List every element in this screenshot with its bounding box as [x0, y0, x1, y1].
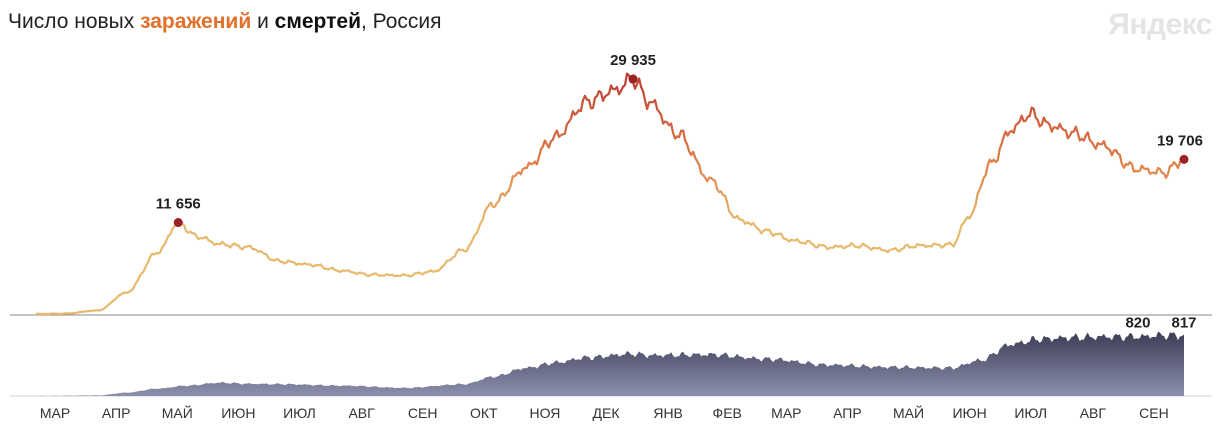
- x-tick-label: СЕН: [1139, 405, 1169, 421]
- infections-value-label: 29 935: [610, 52, 656, 69]
- x-tick-label: ИЮЛ: [1014, 405, 1047, 421]
- x-tick-label: МАР: [771, 405, 801, 421]
- x-tick-label: АВГ: [348, 405, 375, 421]
- x-tick-label: АПР: [833, 405, 862, 421]
- deaths-area: [36, 331, 1184, 396]
- x-tick-label: СЕН: [408, 405, 438, 421]
- title-middle: и: [251, 10, 275, 33]
- x-tick-label: МАЙ: [162, 404, 193, 421]
- title-infections: заражений: [140, 10, 252, 33]
- infections-value-label: 19 706: [1157, 132, 1203, 149]
- x-tick-label: ЯНВ: [653, 405, 683, 421]
- x-tick-label: ИЮН: [952, 405, 986, 421]
- x-tick-label: ИЮЛ: [283, 405, 316, 421]
- chart-title: Число новых заражений и смертей, Россия: [8, 10, 442, 34]
- x-tick-label: НОЯ: [530, 405, 561, 421]
- infections-line: [36, 72, 1185, 316]
- x-tick-label: АВГ: [1080, 405, 1107, 421]
- x-tick-label: АПР: [102, 405, 131, 421]
- x-tick-label: ФЕВ: [713, 405, 742, 421]
- x-tick-label: ИЮН: [221, 405, 255, 421]
- x-tick-label: ОКТ: [470, 405, 498, 421]
- title-deaths: смертей: [274, 10, 361, 33]
- infections-peak-marker: [628, 74, 638, 84]
- infections-peak-marker: [173, 218, 183, 228]
- title-suffix: , Россия: [360, 10, 442, 33]
- title-prefix: Число новых: [8, 10, 141, 33]
- deaths-value-label: 820: [1125, 314, 1150, 331]
- infections-value-label: 11 656: [156, 196, 201, 213]
- yandex-logo: Яндекс: [1108, 8, 1212, 41]
- infections-peak-marker: [1179, 154, 1189, 164]
- deaths-value-label: 817: [1171, 315, 1196, 332]
- x-tick-label: МАР: [40, 405, 70, 421]
- x-tick-label: ДЕК: [593, 405, 621, 421]
- x-tick-label: МАЙ: [893, 404, 924, 421]
